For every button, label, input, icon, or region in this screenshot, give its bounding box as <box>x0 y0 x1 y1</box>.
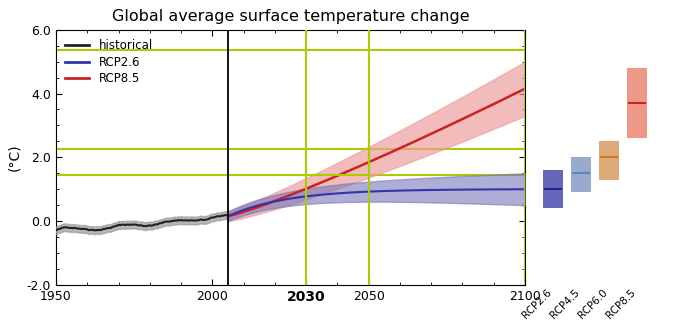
Y-axis label: (°C): (°C) <box>7 143 21 171</box>
Bar <box>627 68 647 138</box>
Bar <box>599 141 619 179</box>
Bar <box>571 157 591 192</box>
Bar <box>543 170 563 208</box>
Legend: historical, RCP2.6, RCP8.5: historical, RCP2.6, RCP8.5 <box>62 36 156 89</box>
Text: RCP6.0: RCP6.0 <box>576 287 609 320</box>
Text: RCP8.5: RCP8.5 <box>604 287 637 320</box>
Text: RCP4.5: RCP4.5 <box>548 287 581 320</box>
Title: Global average surface temperature change: Global average surface temperature chang… <box>112 10 469 24</box>
Bar <box>306 149 369 175</box>
Text: RCP2.6: RCP2.6 <box>520 287 553 320</box>
